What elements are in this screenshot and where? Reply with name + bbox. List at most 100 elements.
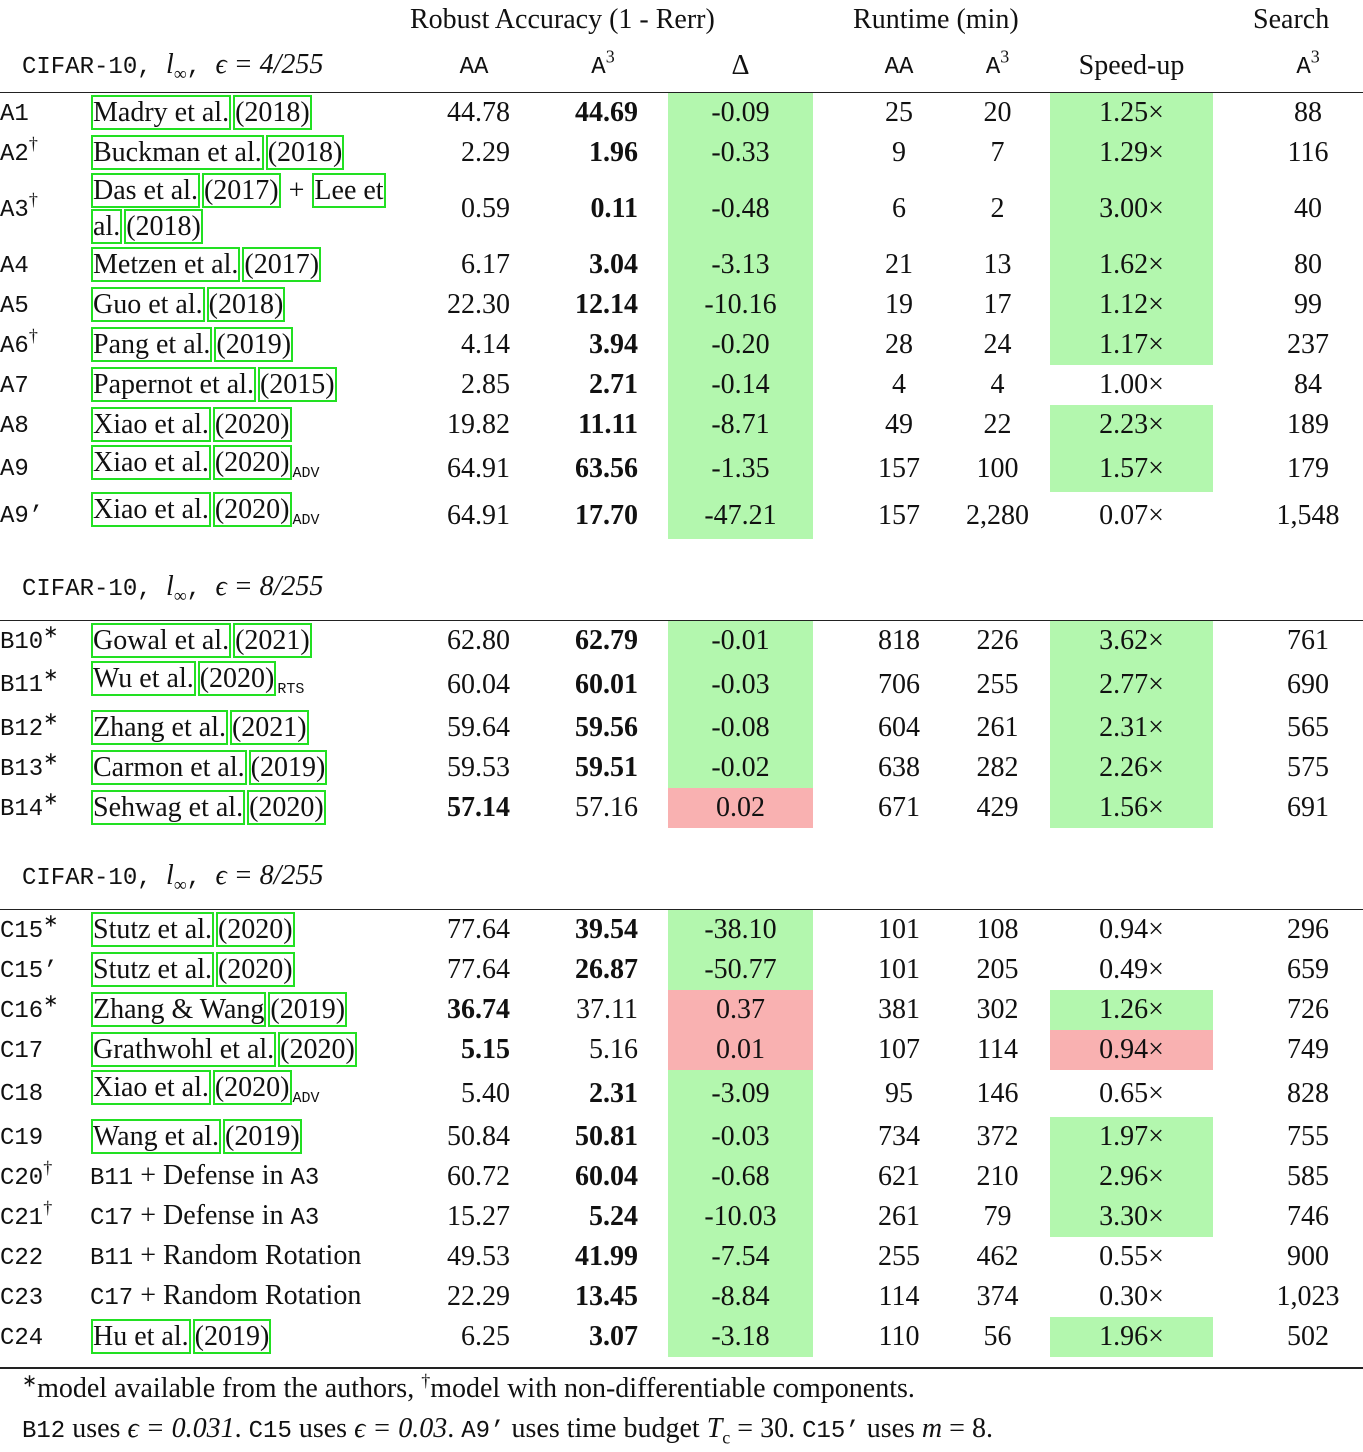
- row-id-text: C17: [0, 1037, 44, 1065]
- spacer: [813, 40, 854, 93]
- value-cell: -3.09: [668, 1070, 814, 1117]
- row-id: B13∗: [0, 748, 88, 788]
- data-row: C20† B11 + Defense in A3 60.72 60.04 -0.68 62…: [0, 1157, 1363, 1197]
- spacer: [813, 1237, 853, 1277]
- spacer: [1213, 492, 1253, 539]
- citation: Grathwohl et al.: [91, 1032, 277, 1067]
- citation: Stutz et al.: [91, 952, 214, 987]
- text-text: + Defense in: [133, 1199, 291, 1231]
- row-id-text: C15: [0, 917, 44, 945]
- value-cell: 101: [878, 914, 921, 945]
- value-cell: 3.04: [589, 249, 638, 280]
- citation: Carmon et al.: [91, 750, 247, 785]
- value-cell: 1.96×: [1050, 1317, 1214, 1357]
- value-cell: 671: [878, 792, 921, 823]
- sub-text: c: [722, 1427, 731, 1448]
- column-header-row: CIFAR-10, l∞, ϵ = 4/255 AA A3 Δ AA A3 Speed-up…: [0, 40, 1363, 93]
- group-header-row: Robust Accuracy (1 - Rerr) Runtime (min) S…: [0, 0, 1363, 40]
- code-text: A: [985, 53, 1001, 81]
- row-id-text: B12: [0, 715, 44, 743]
- value-cell: 60.72: [447, 1161, 510, 1192]
- text-text: uses: [291, 1413, 355, 1444]
- spacer: [1213, 445, 1253, 492]
- citation: Wang et al.: [91, 1119, 222, 1154]
- reference: B11 + Defense in A3: [88, 1157, 410, 1197]
- reference: Xiao et al. (2020) ADV: [88, 445, 410, 492]
- value-cell: 179: [1287, 452, 1330, 484]
- reference: Wu et al. (2020) RTS: [88, 661, 410, 708]
- code-text: AA: [459, 53, 489, 81]
- value-cell: -0.09: [668, 92, 814, 133]
- data-row: C24 Hu et al. (2019) 6.25 3.07 -3.18 110 56 1.96…: [0, 1317, 1363, 1357]
- subcode-text: ADV: [292, 1090, 320, 1107]
- value-cell: 0.02: [668, 788, 814, 828]
- value-cell: 2.31: [589, 1077, 638, 1109]
- value-cell: 5.16: [589, 1034, 638, 1065]
- value-cell: 49: [885, 409, 914, 440]
- value-cell: 41.99: [575, 1241, 638, 1272]
- spacer: [1213, 0, 1253, 40]
- row-mark: ∗: [43, 708, 59, 729]
- text-text: +: [281, 175, 312, 206]
- value-cell: 1.56×: [1050, 788, 1214, 828]
- spacer: [813, 0, 853, 40]
- value-cell: 88: [1294, 97, 1323, 128]
- section-title: CIFAR-10, l∞, ϵ = 8/255: [0, 539, 1363, 621]
- text-text: .: [447, 1413, 462, 1444]
- row-id-text: B14: [0, 795, 44, 823]
- citation: (2020): [212, 492, 292, 527]
- row-id-text: A6: [0, 332, 29, 360]
- value-cell: 691: [1287, 792, 1330, 823]
- value-cell: -0.03: [668, 661, 814, 708]
- code-text: A3: [290, 1164, 320, 1192]
- spacer: [813, 492, 853, 539]
- spacer: [813, 990, 853, 1030]
- value-cell: 60.04: [447, 668, 510, 700]
- citation: (2019): [223, 1119, 302, 1154]
- code-text: ,: [186, 576, 216, 603]
- data-row: C16∗ Zhang & Wang (2019) 36.74 37.11 0.37 381 3…: [0, 990, 1363, 1030]
- value-cell: 15.27: [447, 1201, 510, 1232]
- citation: Sehwag et al.: [91, 790, 246, 825]
- value-cell: 40: [1294, 193, 1323, 224]
- spacer: [1213, 621, 1253, 662]
- value-cell: -0.33: [668, 133, 814, 173]
- reference: Papernot et al. (2015): [88, 365, 410, 405]
- value-cell: 57.14: [447, 792, 510, 823]
- value-cell: 157: [878, 499, 921, 531]
- value-cell: 237: [1287, 329, 1330, 360]
- row-id-text: C23: [0, 1284, 44, 1312]
- row-id: A6†: [0, 325, 88, 365]
- value-cell: 63.56: [575, 452, 638, 484]
- citation: (2019): [248, 750, 328, 785]
- spacer: [1213, 1030, 1253, 1070]
- text-text: = 30.: [730, 1413, 803, 1444]
- value-cell: -0.03: [668, 1117, 814, 1157]
- sup-text: 3: [1310, 46, 1320, 67]
- value-cell: 585: [1287, 1161, 1330, 1192]
- code-text: A: [1296, 53, 1311, 81]
- value-cell: 60.01: [575, 668, 638, 700]
- row-id: C16∗: [0, 990, 88, 1030]
- text-text: uses: [65, 1413, 128, 1444]
- code-text: ,: [186, 865, 216, 892]
- spacer: [813, 173, 853, 245]
- value-cell: 2.96×: [1050, 1157, 1214, 1197]
- value-cell: 1.12×: [1050, 285, 1214, 325]
- group-header: Search: [1253, 4, 1330, 35]
- value-cell: 726: [1287, 994, 1330, 1025]
- code-text: B12: [22, 1418, 66, 1445]
- value-cell: 1.57×: [1050, 445, 1214, 492]
- row-id-text: C21: [0, 1204, 44, 1232]
- citation: Wu et al.: [91, 661, 196, 696]
- value-cell: 56: [983, 1321, 1012, 1352]
- value-cell: 5.40: [461, 1077, 510, 1109]
- value-cell: -38.10: [668, 909, 814, 950]
- value-cell: 0.01: [668, 1030, 814, 1070]
- group-header: Robust Accuracy (1 - Rerr): [410, 4, 715, 35]
- row-id: A1: [0, 93, 88, 134]
- text-text: model available from the authors,: [37, 1373, 422, 1404]
- sub-text: ∞: [173, 585, 187, 606]
- value-cell: 462: [976, 1241, 1019, 1272]
- value-cell: 1.17×: [1050, 325, 1214, 365]
